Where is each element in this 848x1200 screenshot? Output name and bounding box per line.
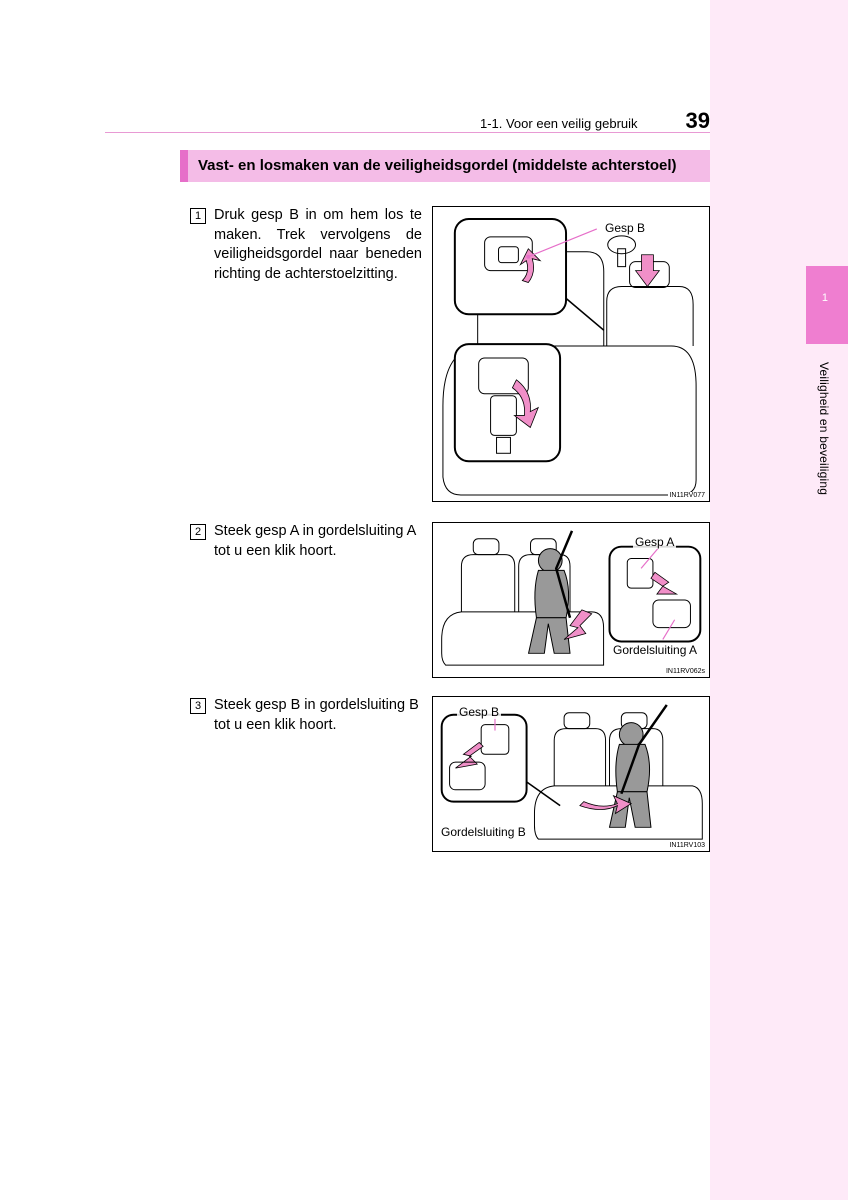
page-number: 39 — [686, 108, 710, 134]
page-content: 1-1. Voor een veilig gebruik 39 Vast- en… — [105, 108, 710, 1060]
callout-gesp-b: Gesp B — [603, 221, 647, 235]
side-tab-chapter-title: Veiligheid en beveiliging — [817, 362, 831, 495]
callout-gordelsluiting-a: Gordelsluiting A — [611, 643, 699, 657]
figure-1: Gesp B IN11RV077 — [432, 206, 710, 502]
figure-code: IN11RV062s — [665, 668, 706, 675]
chapter-label: 1-1. Voor een veilig gebruik — [480, 116, 638, 131]
side-tab-strip — [710, 0, 848, 1200]
step-text: Steek gesp B in gordelsluiting B tot u e… — [214, 696, 422, 735]
figure-3: Gesp B Gordelsluiting B IN11RV103 — [432, 696, 710, 852]
step-number-box: 3 — [190, 698, 206, 714]
callout-gesp-a: Gesp A — [633, 535, 676, 549]
callout-gesp-b: Gesp B — [457, 705, 501, 719]
figure-code: IN11RV077 — [668, 492, 706, 499]
page-header: 1-1. Voor een veilig gebruik 39 — [480, 108, 710, 134]
step-text: Druk gesp B in om hem los te maken. Trek… — [214, 206, 422, 284]
side-tab-chapter-number: 1 — [822, 292, 828, 304]
header-rule — [105, 132, 710, 133]
step-number-box: 2 — [190, 524, 206, 540]
step-number-box: 1 — [190, 208, 206, 224]
seat-belt-release-illustration — [433, 207, 709, 501]
figure-code: IN11RV103 — [668, 842, 706, 849]
side-tab-active-chapter — [806, 266, 848, 344]
step-text: Steek gesp A in gordelsluiting A tot u e… — [214, 522, 422, 561]
figure-2: Gesp A Gordelsluiting A IN11RV062s — [432, 522, 710, 678]
callout-gordelsluiting-b: Gordelsluiting B — [439, 825, 528, 839]
section-heading: Vast- en losmaken van de veiligheidsgord… — [180, 150, 710, 182]
